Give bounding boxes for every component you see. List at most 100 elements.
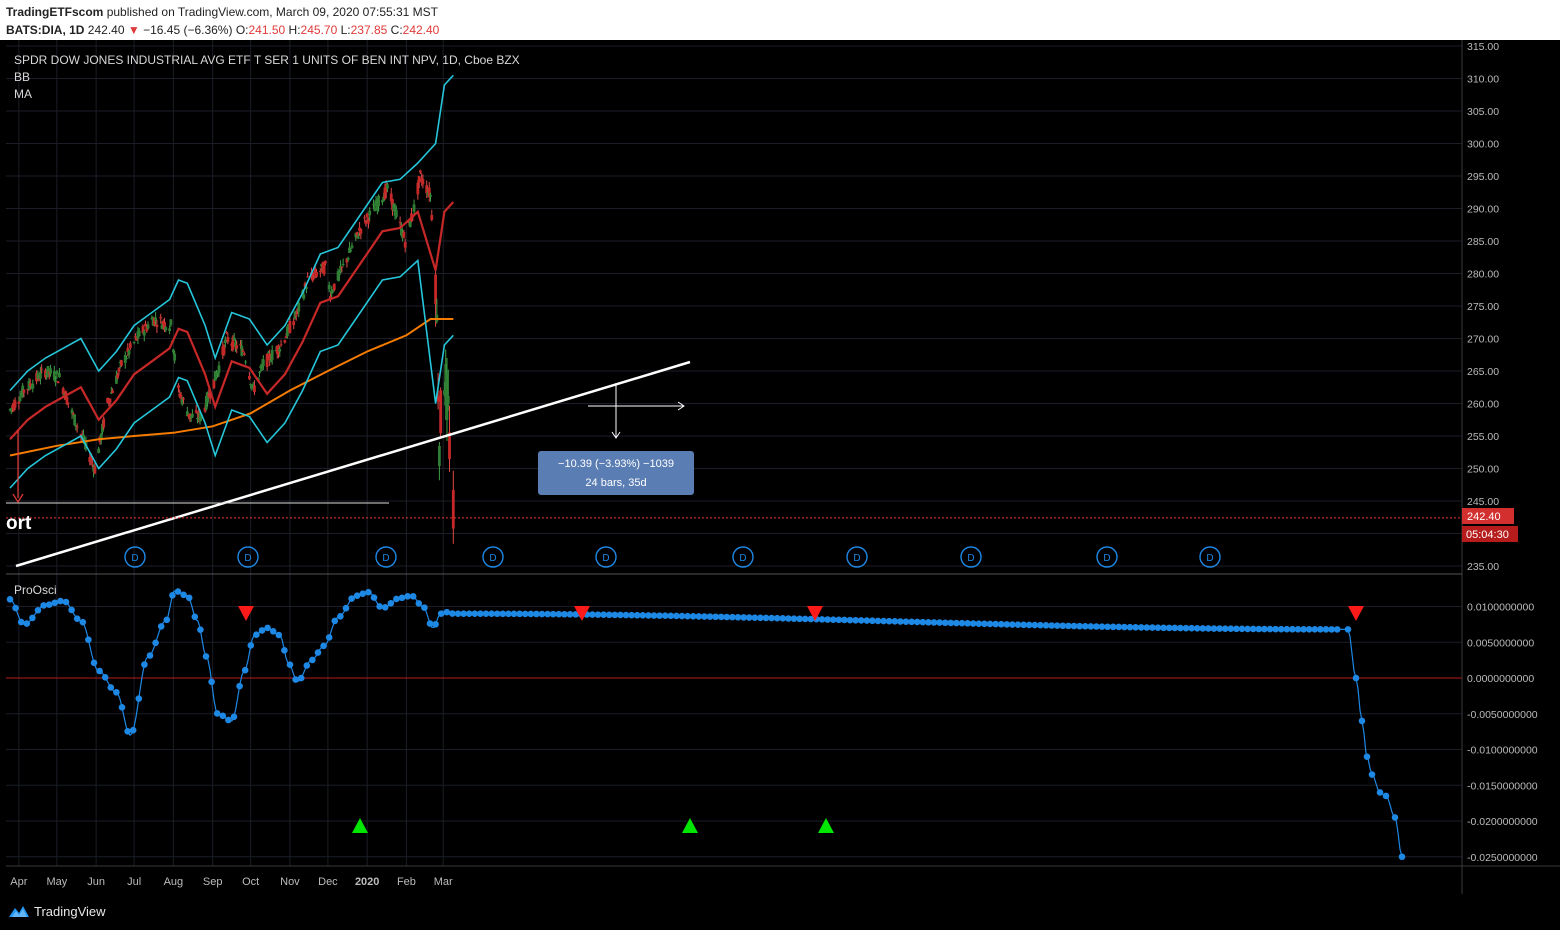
osc-dot [958, 619, 966, 627]
osc-dot [1154, 624, 1162, 631]
candle-body [152, 317, 156, 325]
candle-body [199, 414, 203, 419]
candle-body [266, 352, 270, 354]
osc-tick-label: -0.0250000000 [1467, 852, 1538, 864]
candle-body [350, 245, 354, 248]
osc-tick-label: -0.0150000000 [1467, 780, 1538, 792]
oscillator [6, 588, 1462, 861]
osc-dot [874, 617, 882, 625]
osc-dot [751, 614, 759, 621]
candle-body [394, 209, 398, 218]
footer-brand[interactable]: TradingView [34, 904, 106, 919]
legend-bb[interactable]: BB [14, 70, 30, 84]
osc-dot [398, 594, 406, 602]
legend-ma[interactable]: MA [14, 87, 32, 101]
osc-tick-label: -0.0050000000 [1467, 709, 1538, 721]
time-axis[interactable]: Apr May Jun Jul Aug Sep Oct Nov Dec 2020 Feb Mar [10, 876, 453, 888]
osc-dot [1143, 624, 1151, 631]
osc-dot [286, 661, 294, 669]
osc-dot [1199, 625, 1207, 632]
candle-body [232, 337, 236, 340]
osc-dot [415, 600, 423, 607]
osc-dot [975, 620, 983, 627]
candle-body [303, 283, 307, 288]
osc-dot [936, 619, 943, 626]
osc-dot [1358, 717, 1366, 725]
osc-dot [6, 596, 14, 603]
candle-body [38, 371, 42, 379]
osc-title[interactable]: ProOsci [14, 583, 57, 597]
tradingview-logo-icon[interactable] [8, 903, 30, 919]
candle-body [216, 371, 220, 375]
candle-body [372, 204, 375, 206]
candle-body [207, 393, 211, 397]
candle-body [163, 321, 166, 329]
osc-dot [1238, 625, 1246, 633]
candle-body [40, 368, 44, 370]
time-tick-label: Jul [127, 876, 141, 888]
osc-dot [404, 593, 411, 600]
candle-body [434, 274, 437, 305]
price-tick-label: 255.00 [1467, 431, 1499, 443]
candle-body [120, 360, 123, 366]
dividend-marker-label: D [602, 553, 609, 564]
candle-body [159, 317, 163, 319]
osc-dot [992, 620, 999, 628]
osc-dot [1137, 624, 1145, 631]
osc-dot [141, 661, 148, 668]
osc-dot [1289, 625, 1296, 633]
candle-body [337, 271, 341, 276]
sell-signal-icon [238, 606, 254, 621]
osc-dot [169, 592, 176, 599]
indicator-lines [9, 74, 455, 489]
osc-dot [1333, 626, 1341, 633]
osc-dot [79, 618, 87, 626]
candle-body [292, 321, 296, 326]
candle-body [417, 175, 421, 184]
osc-dot [857, 617, 865, 624]
osc-dot [62, 598, 70, 606]
drawings[interactable] [6, 360, 1462, 568]
osc-dot [180, 591, 187, 599]
osc-dot [1216, 625, 1223, 632]
osc-dot [908, 618, 915, 626]
candle-body [412, 204, 416, 212]
candle-body [49, 368, 52, 374]
publisher-name[interactable]: TradingETFscom [6, 5, 104, 19]
osc-dot [359, 590, 367, 597]
candle-body [89, 457, 93, 461]
osc-dot [1182, 624, 1190, 632]
candle-body [142, 331, 146, 336]
osc-dot [1368, 771, 1376, 778]
price-badge: 242.40 [1467, 511, 1501, 523]
candle-body [345, 258, 349, 263]
osc-dot [146, 652, 154, 659]
support-label[interactable]: ort [6, 513, 32, 534]
osc-axis[interactable]: 0.0100000000 0.0050000000 0.0000000000 -0.0… [1467, 602, 1538, 864]
candle-body [251, 384, 255, 386]
osc-dot [667, 612, 675, 620]
osc-dot [1352, 674, 1360, 682]
candle-body [17, 401, 21, 404]
time-tick-label: Sep [203, 876, 223, 888]
price-tick-label: 310.00 [1467, 74, 1499, 86]
candle-body [126, 347, 130, 353]
measure-box[interactable] [538, 451, 694, 495]
candle-body [74, 425, 78, 427]
osc-dot [757, 614, 764, 622]
dividend-marker-label: D [1103, 553, 1110, 564]
osc-dot [762, 614, 770, 622]
candle-body [168, 328, 171, 332]
price-axis[interactable]: 315.00 310.00 305.00 300.00 295.00 290.00 285.… [1467, 41, 1499, 573]
candle-body [446, 395, 450, 404]
candle-body [418, 170, 422, 173]
candle-body [306, 276, 310, 278]
dividend-marker-circle [375, 546, 397, 568]
osc-dot [913, 618, 921, 626]
candle-body [133, 336, 137, 338]
osc-dot [493, 610, 501, 618]
candle-body [329, 295, 332, 300]
candle-body [279, 344, 283, 346]
